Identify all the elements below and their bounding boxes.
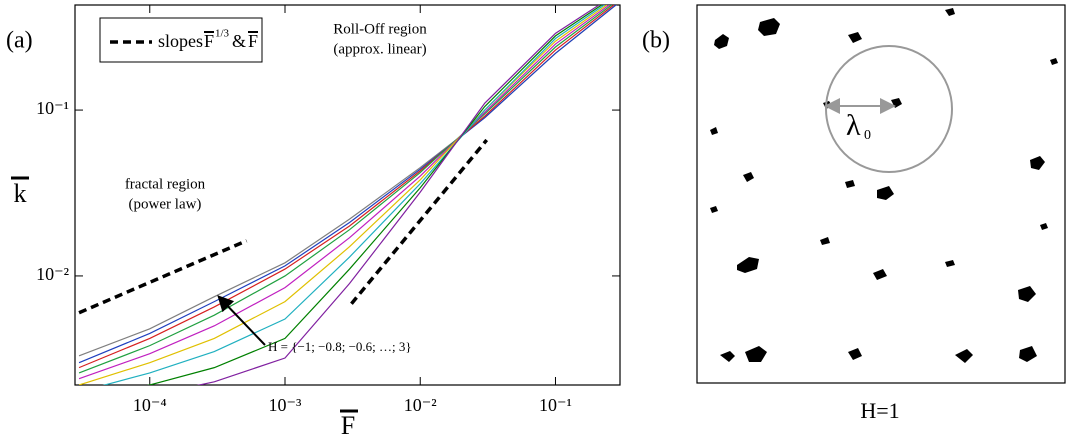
- legend-text: F: [204, 31, 214, 51]
- legend-text: F: [248, 31, 258, 51]
- annotation: H = {−1; −0.8; −0.6; …; 3}: [268, 339, 412, 354]
- caption: H=1: [860, 398, 899, 423]
- x-tick-label: 10⁻²: [404, 395, 437, 415]
- annotation: fractal region: [125, 176, 206, 192]
- x-tick-label: 10⁻³: [269, 395, 303, 415]
- y-axis-label: k: [14, 179, 27, 208]
- figure: (a) (b) λ 0 H=1 10⁻⁴ 10⁻³ 10⁻² 10⁻¹ 10⁻² 10⁻¹…: [0, 0, 1067, 441]
- legend-text: 1/3: [215, 28, 230, 40]
- lambda: λ: [846, 109, 861, 142]
- x-tick-label: 10⁻⁴: [133, 395, 167, 415]
- lambda-subscript: 0: [864, 128, 871, 143]
- x-tick-label: 10⁻¹: [539, 395, 572, 415]
- annotation: Roll-Off region: [333, 21, 427, 37]
- legend-text: slopes: [158, 31, 203, 51]
- x-axis-label: F: [341, 411, 355, 440]
- annotation: (approx. linear): [333, 41, 426, 57]
- y-tick-label: 10⁻²: [36, 264, 69, 284]
- panel-label: (b): [642, 28, 670, 54]
- annotation: (power law): [129, 196, 202, 212]
- image-panel: λ 0 H=1: [697, 5, 1065, 423]
- y-tick-label: 10⁻¹: [36, 98, 69, 118]
- slope-line: [79, 241, 247, 313]
- legend-text: &: [232, 31, 246, 51]
- panel-label: (a): [6, 28, 33, 54]
- slope-line: [351, 140, 486, 304]
